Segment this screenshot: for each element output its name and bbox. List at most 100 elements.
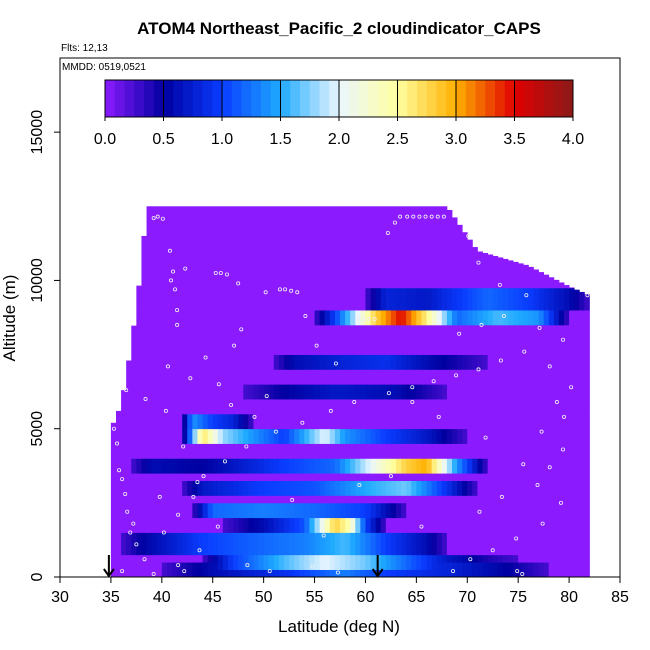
heatmap-cell (151, 428, 158, 437)
heatmap-cell (574, 525, 580, 533)
heatmap-cell (467, 354, 473, 363)
heatmap-cell (584, 510, 590, 519)
heatmap-cell (426, 317, 433, 326)
heatmap-cell (431, 339, 438, 348)
heatmap-cell (284, 250, 290, 259)
heatmap-cell (334, 287, 341, 296)
heatmap-cell (299, 369, 305, 378)
sample-circle (188, 376, 193, 381)
heatmap-cell (528, 510, 534, 519)
heatmap-cell (452, 510, 458, 519)
heatmap-cell (533, 547, 539, 556)
heatmap-cell (212, 450, 219, 459)
heatmap-cell (263, 562, 270, 570)
heatmap-cell (177, 480, 183, 489)
heatmap-cell (431, 332, 438, 341)
heatmap-cell (406, 280, 412, 289)
heatmap-cell (365, 517, 371, 526)
heatmap-cell (345, 339, 351, 348)
heatmap-cell (452, 458, 458, 467)
heatmap-cell (263, 399, 270, 407)
heatmap-cell (126, 495, 132, 504)
sample-circle (477, 509, 482, 514)
heatmap-cell (416, 287, 422, 296)
heatmap-cell (187, 243, 193, 252)
heatmap-cell (207, 250, 214, 259)
heatmap-cell (314, 376, 321, 385)
heatmap-cell (411, 332, 417, 341)
heatmap-cell (228, 532, 234, 541)
heatmap-cell (365, 376, 371, 385)
heatmap-cell (294, 399, 300, 407)
sample-circle (191, 494, 196, 499)
heatmap-cell (263, 213, 270, 222)
heatmap-cell (278, 562, 285, 570)
heatmap-cell (324, 324, 331, 333)
heatmap-cell (294, 413, 300, 422)
heatmap-cell (212, 532, 219, 541)
heatmap-cell (136, 473, 142, 482)
heatmap-cell (401, 539, 407, 548)
heatmap-cell (365, 339, 371, 348)
heatmap-cell (457, 495, 463, 504)
heatmap-cell (136, 562, 142, 570)
heatmap-cell (121, 465, 127, 474)
colorbar-tick-label: 4.0 (562, 131, 584, 148)
heatmap-cell (441, 510, 448, 519)
heatmap-cell (166, 428, 173, 437)
heatmap-cell (177, 347, 183, 355)
heatmap-cell (212, 213, 219, 222)
heatmap-cell (136, 285, 142, 289)
heatmap-cell (187, 295, 193, 304)
heatmap-cell (182, 243, 188, 252)
heatmap-cell (411, 295, 417, 304)
heatmap-cell (467, 532, 473, 541)
sample-circle (183, 266, 188, 271)
heatmap-cell (401, 569, 407, 577)
heatmap-cell (569, 317, 575, 326)
heatmap-cell (375, 480, 382, 489)
heatmap-cell (289, 235, 295, 244)
heatmap-cell (467, 450, 473, 459)
heatmap-cell (533, 310, 539, 318)
heatmap-cell (487, 273, 494, 281)
x-tick-label: 30 (51, 589, 69, 606)
heatmap-cell (574, 473, 580, 482)
heatmap-cell (411, 324, 417, 333)
heatmap-cell (569, 376, 575, 385)
heatmap-cell (268, 391, 275, 400)
heatmap-cell (263, 354, 270, 363)
heatmap-cell (416, 488, 422, 496)
heatmap-cell (299, 273, 305, 281)
heatmap-cell (121, 532, 127, 541)
heatmap-cell (538, 310, 545, 318)
heatmap-cell (192, 510, 198, 519)
sample-circle (328, 408, 333, 413)
heatmap-cell (569, 562, 575, 570)
heatmap-cell (222, 517, 229, 526)
heatmap-cell (151, 317, 158, 326)
heatmap-cell (416, 317, 422, 326)
sample-circle (524, 293, 529, 298)
heatmap-cell (324, 228, 331, 237)
heatmap-cell (273, 265, 280, 274)
heatmap-cell (385, 465, 392, 474)
heatmap-cell (177, 450, 183, 459)
heatmap-cell (156, 354, 163, 363)
heatmap-cell (187, 228, 193, 237)
heatmap-cell (564, 458, 570, 467)
heatmap-cell (304, 361, 310, 370)
heatmap-cell (492, 480, 499, 489)
heatmap-cell (177, 332, 183, 341)
heatmap-cell (197, 510, 203, 519)
heatmap-cell (401, 450, 407, 459)
heatmap-cell (228, 243, 234, 252)
sample-circle (560, 447, 565, 452)
heatmap-cell (411, 206, 417, 215)
heatmap-cell (457, 295, 463, 304)
heatmap-cell (263, 376, 270, 385)
heatmap-cell (263, 480, 270, 489)
heatmap-cell (273, 250, 280, 259)
heatmap-cell (492, 347, 499, 355)
heatmap-cell (401, 473, 407, 482)
